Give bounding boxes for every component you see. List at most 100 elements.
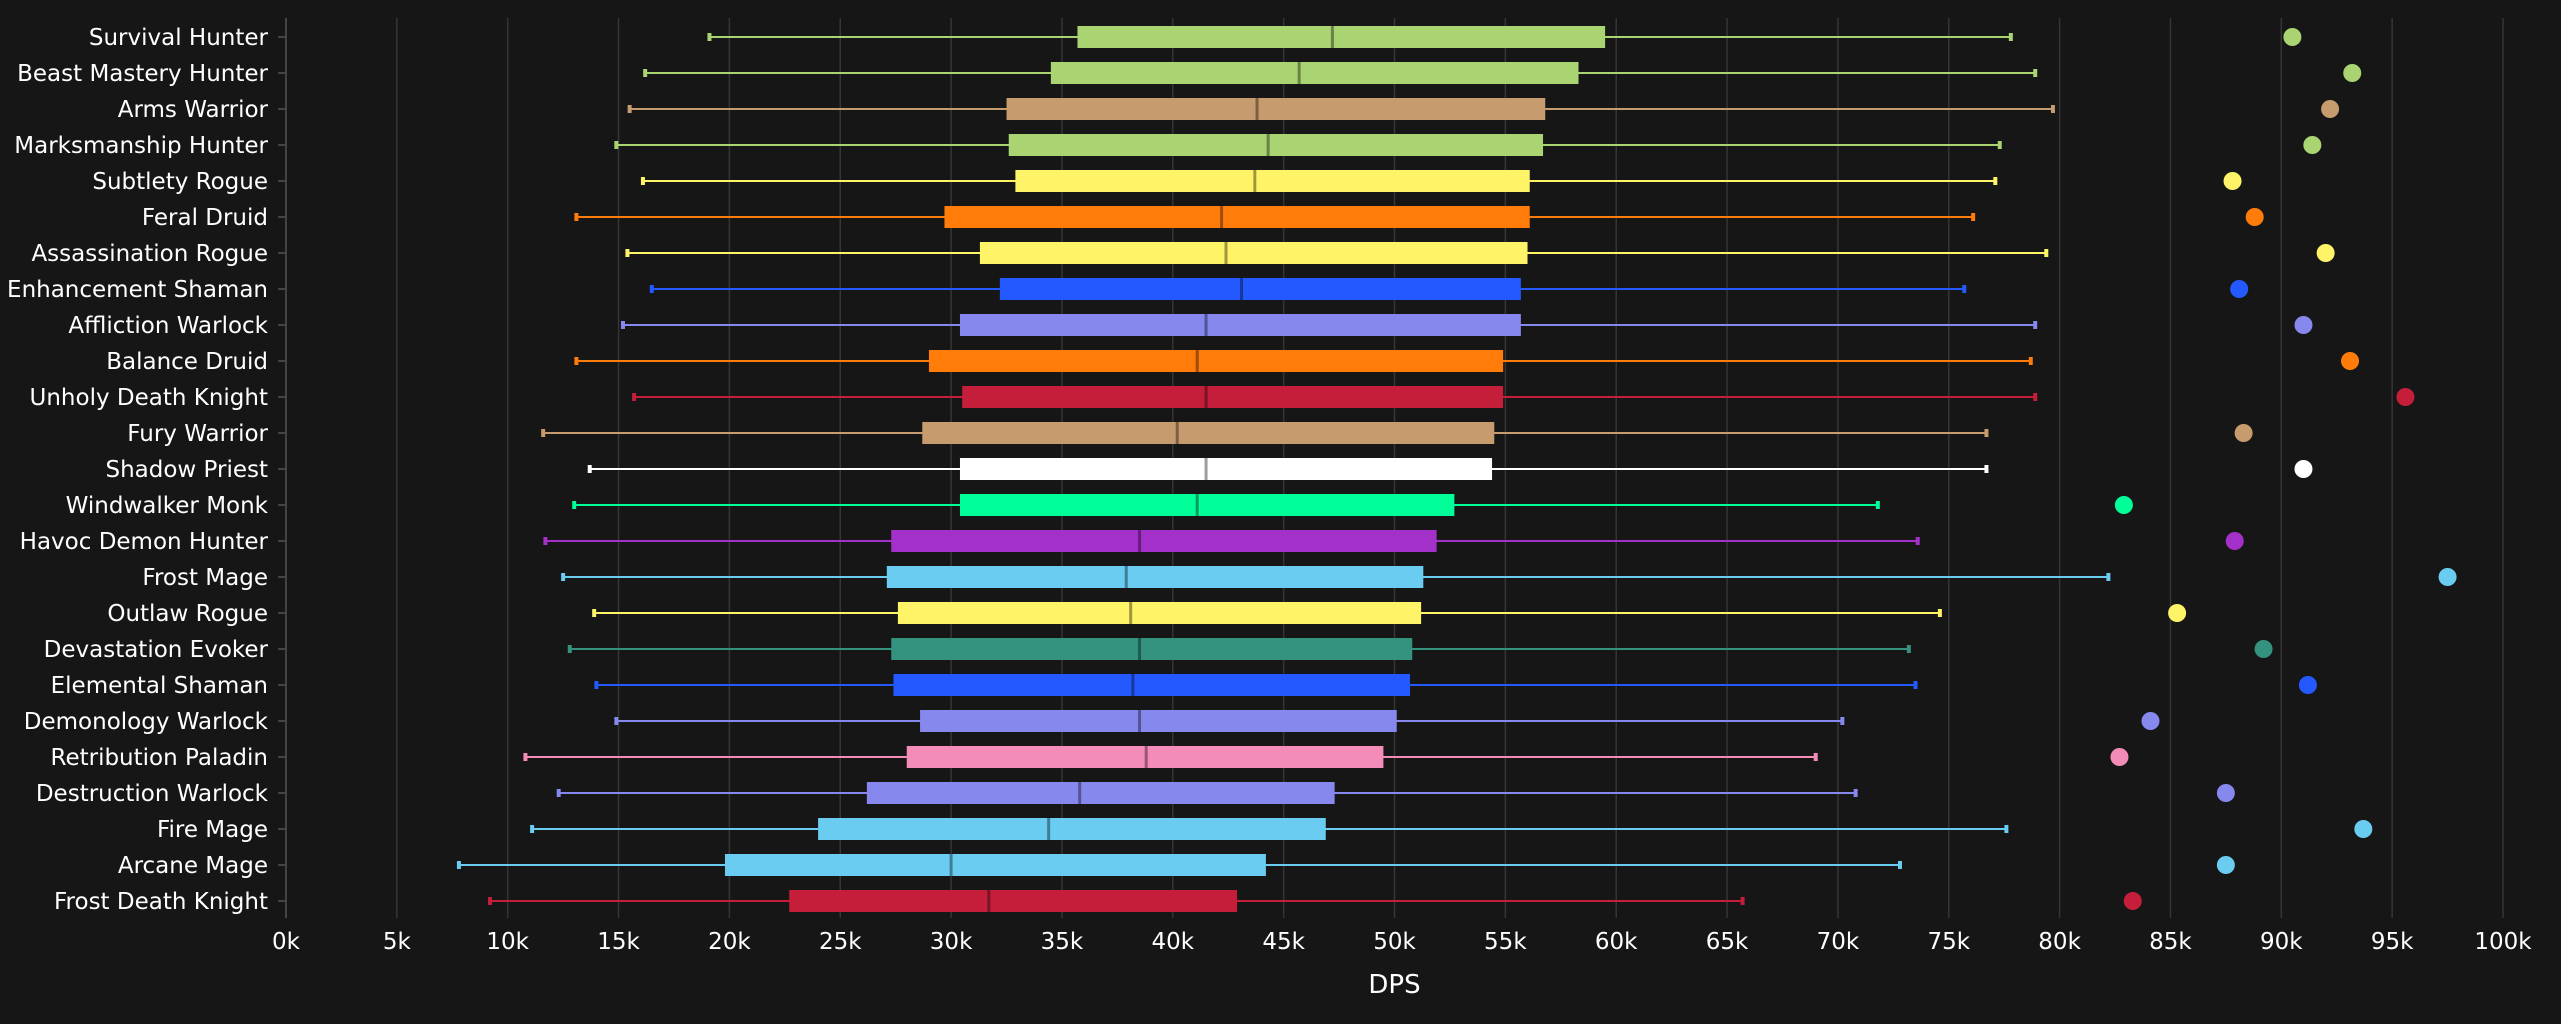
- category-label: Havoc Demon Hunter: [20, 529, 269, 555]
- box-plot-row: [643, 62, 2038, 84]
- category-label: Retribution Paladin: [51, 745, 269, 771]
- iqr-box: [1006, 98, 1546, 120]
- outlier-point: [2225, 532, 2244, 550]
- x-axis-title: DPS: [1368, 970, 1420, 1000]
- x-tick-label: 5k: [383, 929, 412, 955]
- box-plot-row: [627, 98, 2055, 120]
- outlier-point: [2168, 604, 2187, 622]
- box-plot-row: [707, 26, 2013, 48]
- category-label: Beast Mastery Hunter: [17, 61, 268, 87]
- box-plot-row: [587, 458, 1989, 480]
- category-label: Assassination Rogue: [31, 241, 268, 267]
- box-plot-row: [541, 422, 1989, 444]
- outlier-point: [2283, 28, 2302, 46]
- iqr-box: [891, 638, 1413, 660]
- outlier-point: [2223, 172, 2242, 190]
- outlier-point: [2438, 568, 2457, 586]
- outlier-point: [2354, 820, 2373, 838]
- box-plot-row: [543, 530, 1920, 552]
- iqr-box: [920, 710, 1397, 732]
- box-plot-row: [640, 170, 1998, 192]
- box-plot-row: [632, 386, 2038, 408]
- iqr-box: [922, 422, 1495, 444]
- x-tick-label: 70k: [1817, 929, 1860, 955]
- category-label: Arcane Mage: [118, 853, 268, 879]
- x-tick-label: 75k: [1927, 929, 1970, 955]
- category-label: Outlaw Rogue: [107, 601, 268, 627]
- outlier-points: [2110, 28, 2457, 910]
- category-label: Marksmanship Hunter: [14, 133, 268, 159]
- x-tick-label: 65k: [1706, 929, 1749, 955]
- outlier-point: [2294, 316, 2313, 334]
- outlier-point: [2141, 712, 2160, 730]
- outlier-point: [2230, 280, 2249, 298]
- outlier-point: [2245, 208, 2264, 226]
- category-label: Fury Warrior: [127, 421, 268, 447]
- iqr-box: [1050, 62, 1579, 84]
- iqr-box: [962, 386, 1504, 408]
- box-plot-row: [530, 818, 2009, 840]
- outlier-point: [2343, 64, 2362, 82]
- box-plot-row: [614, 134, 2002, 156]
- box-plot-row: [487, 890, 1745, 912]
- iqr-box: [897, 602, 1422, 624]
- category-label: Subtlety Rogue: [92, 169, 268, 195]
- box-plot-row: [561, 566, 2111, 588]
- box-plot-row: [567, 638, 1911, 660]
- x-tick-label: 80k: [2038, 929, 2081, 955]
- iqr-box: [818, 818, 1326, 840]
- x-tick-label: 55k: [1484, 929, 1527, 955]
- outlier-point: [2321, 100, 2340, 118]
- box-plot-row: [649, 278, 1967, 300]
- category-label: Fire Mage: [157, 817, 268, 843]
- box-plot-row: [574, 350, 2033, 372]
- iqr-box: [724, 854, 1266, 876]
- box-plot-row: [614, 710, 1845, 732]
- x-tick-label: 35k: [1041, 929, 1084, 955]
- iqr-box: [1008, 134, 1544, 156]
- outlier-point: [2303, 136, 2322, 154]
- box-plot-row: [592, 602, 1942, 624]
- x-tick-label: 20k: [708, 929, 751, 955]
- x-tick-label: 40k: [1152, 929, 1195, 955]
- x-tick-label: 10k: [486, 929, 529, 955]
- x-tick-label: 95k: [2371, 929, 2414, 955]
- x-tick-label: 100k: [2474, 929, 2532, 955]
- iqr-box: [959, 314, 1521, 336]
- outlier-point: [2216, 784, 2235, 802]
- iqr-box: [1077, 26, 1606, 48]
- iqr-box: [959, 458, 1493, 480]
- iqr-box: [979, 242, 1528, 264]
- iqr-box: [959, 494, 1455, 516]
- iqr-box: [999, 278, 1521, 300]
- iqr-box: [944, 206, 1530, 228]
- outlier-point: [2294, 460, 2313, 478]
- category-label: Feral Druid: [142, 205, 268, 231]
- iqr-box: [1015, 170, 1530, 192]
- iqr-box: [886, 566, 1424, 588]
- x-tick-label: 25k: [819, 929, 862, 955]
- x-axis-ticks: 0k 5k 10k 15k 20k 25k 30k 35k 40k 45k 50k 55k 60k 65k…: [272, 929, 2532, 955]
- category-label: Demonology Warlock: [24, 709, 269, 735]
- box-plot-row: [456, 854, 1902, 876]
- box-plot-row: [523, 746, 1818, 768]
- iqr-box: [891, 530, 1437, 552]
- outlier-point: [2316, 244, 2335, 262]
- iqr-box: [789, 890, 1238, 912]
- category-label: Survival Hunter: [89, 25, 269, 51]
- box-plot-row: [620, 314, 2038, 336]
- outlier-point: [2114, 496, 2133, 514]
- category-label: Elemental Shaman: [51, 673, 268, 699]
- category-label: Balance Druid: [106, 349, 268, 375]
- outlier-point: [2396, 388, 2415, 406]
- iqr-box: [893, 674, 1411, 696]
- box-series: [456, 26, 2111, 912]
- box-plot-row: [556, 782, 1858, 804]
- y-axis-categories: Survival Hunter Beast Mastery Hunter Arms …: [7, 25, 286, 915]
- category-label: Enhancement Shaman: [7, 277, 268, 303]
- category-label: Windwalker Monk: [66, 493, 269, 519]
- x-tick-label: 45k: [1262, 929, 1305, 955]
- outlier-point: [2110, 748, 2129, 766]
- category-label: Frost Mage: [142, 565, 268, 591]
- category-label: Arms Warrior: [118, 97, 269, 123]
